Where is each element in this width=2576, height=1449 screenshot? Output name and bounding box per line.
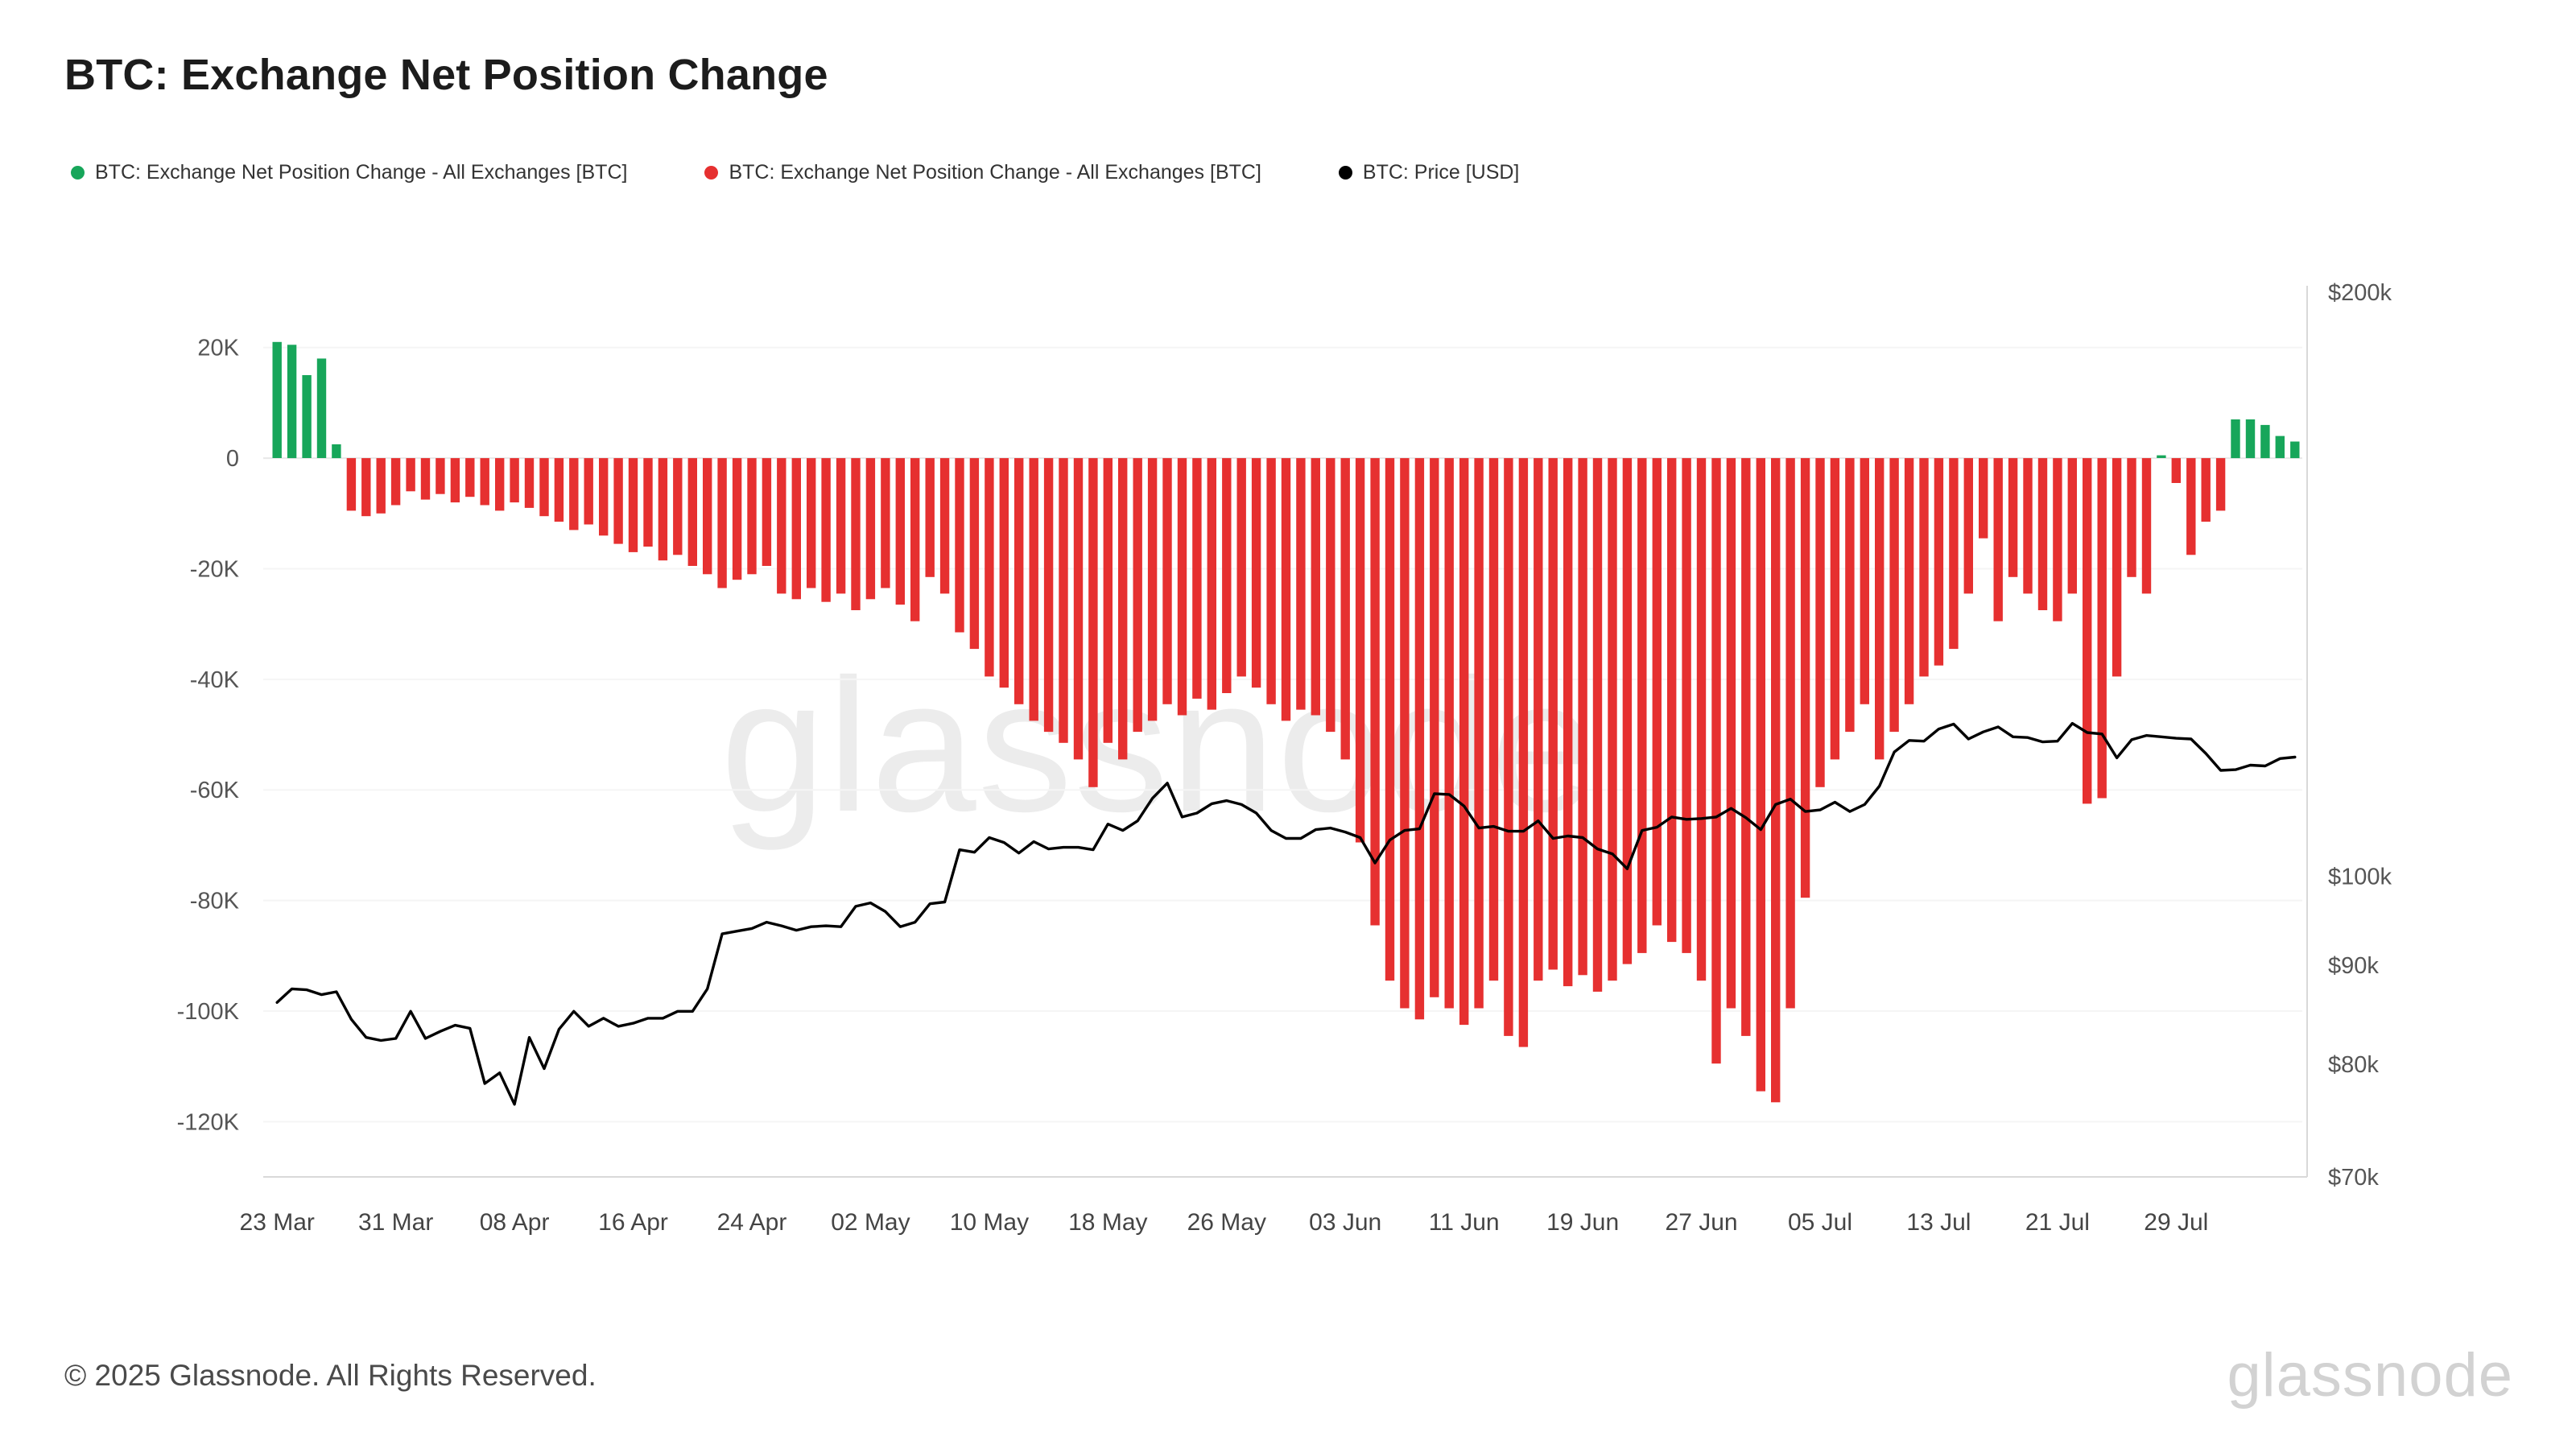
svg-text:03 Jun: 03 Jun: [1309, 1209, 1381, 1236]
svg-text:29 Jul: 29 Jul: [2144, 1209, 2208, 1236]
svg-text:26 May: 26 May: [1187, 1209, 1266, 1236]
legend: BTC: Exchange Net Position Change - All …: [71, 161, 1596, 184]
red-dot-icon: [704, 166, 719, 180]
svg-text:-80K: -80K: [190, 889, 240, 914]
svg-text:$80k: $80k: [2328, 1052, 2379, 1078]
axis-frame: [263, 286, 2308, 1178]
legend-label-price: BTC: Price [USD]: [1362, 161, 1520, 184]
svg-text:$100k: $100k: [2328, 865, 2392, 890]
svg-text:23 Mar: 23 Mar: [240, 1209, 315, 1236]
svg-text:21 Jul: 21 Jul: [2025, 1209, 2090, 1236]
svg-text:19 Jun: 19 Jun: [1546, 1209, 1619, 1236]
svg-text:-40K: -40K: [190, 667, 240, 693]
svg-text:11 Jun: 11 Jun: [1429, 1209, 1500, 1236]
svg-text:08 Apr: 08 Apr: [480, 1209, 550, 1236]
svg-text:13 Jul: 13 Jul: [1906, 1209, 1971, 1236]
svg-text:18 May: 18 May: [1068, 1209, 1147, 1236]
net-position-bars-layer: [272, 341, 2300, 1103]
glassnode-logo: glassnode: [2227, 1341, 2513, 1410]
svg-text:-20K: -20K: [190, 556, 240, 582]
svg-text:0: 0: [226, 446, 239, 472]
gridlines-layer: [263, 346, 2302, 1123]
svg-text:24 Apr: 24 Apr: [717, 1209, 787, 1236]
svg-text:27 Jun: 27 Jun: [1666, 1209, 1738, 1236]
black-dot-icon: [1338, 166, 1352, 180]
svg-text:10 May: 10 May: [950, 1209, 1029, 1236]
btc-price-line: [275, 721, 2297, 1106]
legend-item-netposition-green[interactable]: BTC: Exchange Net Position Change - All …: [71, 161, 627, 184]
svg-text:$70k: $70k: [2328, 1165, 2379, 1191]
x-axis-ticks: 23 Mar 31 Mar 08 Apr 16 Apr 24 Apr 02 May 10 M…: [240, 1209, 2209, 1236]
svg-text:16 Apr: 16 Apr: [598, 1209, 668, 1236]
svg-text:02 May: 02 May: [831, 1209, 910, 1236]
right-axis-ticks: $200k $100k $90k $80k $70k: [2328, 280, 2392, 1191]
svg-text:-60K: -60K: [190, 778, 240, 803]
page-title: BTC: Exchange Net Position Change: [64, 51, 828, 99]
left-axis-ticks: 20K 0 -20K -40K -60K -80K -100K -120K: [177, 336, 240, 1136]
svg-text:$200k: $200k: [2328, 280, 2392, 306]
chart-canvas[interactable]: 20K 0 -20K -40K -60K -80K -100K -120K $200k $100k…: [0, 0, 2576, 1256]
svg-text:20K: 20K: [197, 336, 239, 361]
svg-text:$90k: $90k: [2328, 953, 2379, 979]
svg-text:05 Jul: 05 Jul: [1788, 1209, 1852, 1236]
svg-text:-100K: -100K: [177, 999, 240, 1025]
legend-label-netposition-red: BTC: Exchange Net Position Change - All …: [729, 161, 1261, 184]
legend-item-netposition-red[interactable]: BTC: Exchange Net Position Change - All …: [704, 161, 1261, 184]
legend-label-netposition-green: BTC: Exchange Net Position Change - All …: [95, 161, 628, 184]
copyright-text: © 2025 Glassnode. All Rights Reserved.: [64, 1359, 597, 1392]
svg-text:31 Mar: 31 Mar: [358, 1209, 433, 1236]
svg-text:-120K: -120K: [177, 1109, 240, 1135]
green-dot-icon: [71, 166, 85, 180]
legend-item-price[interactable]: BTC: Price [USD]: [1338, 161, 1520, 184]
